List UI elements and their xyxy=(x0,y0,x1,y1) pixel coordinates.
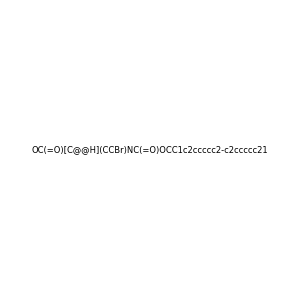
Text: OC(=O)[C@@H](CCBr)NC(=O)OCC1c2ccccc2-c2ccccc21: OC(=O)[C@@H](CCBr)NC(=O)OCC1c2ccccc2-c2c… xyxy=(32,146,268,154)
